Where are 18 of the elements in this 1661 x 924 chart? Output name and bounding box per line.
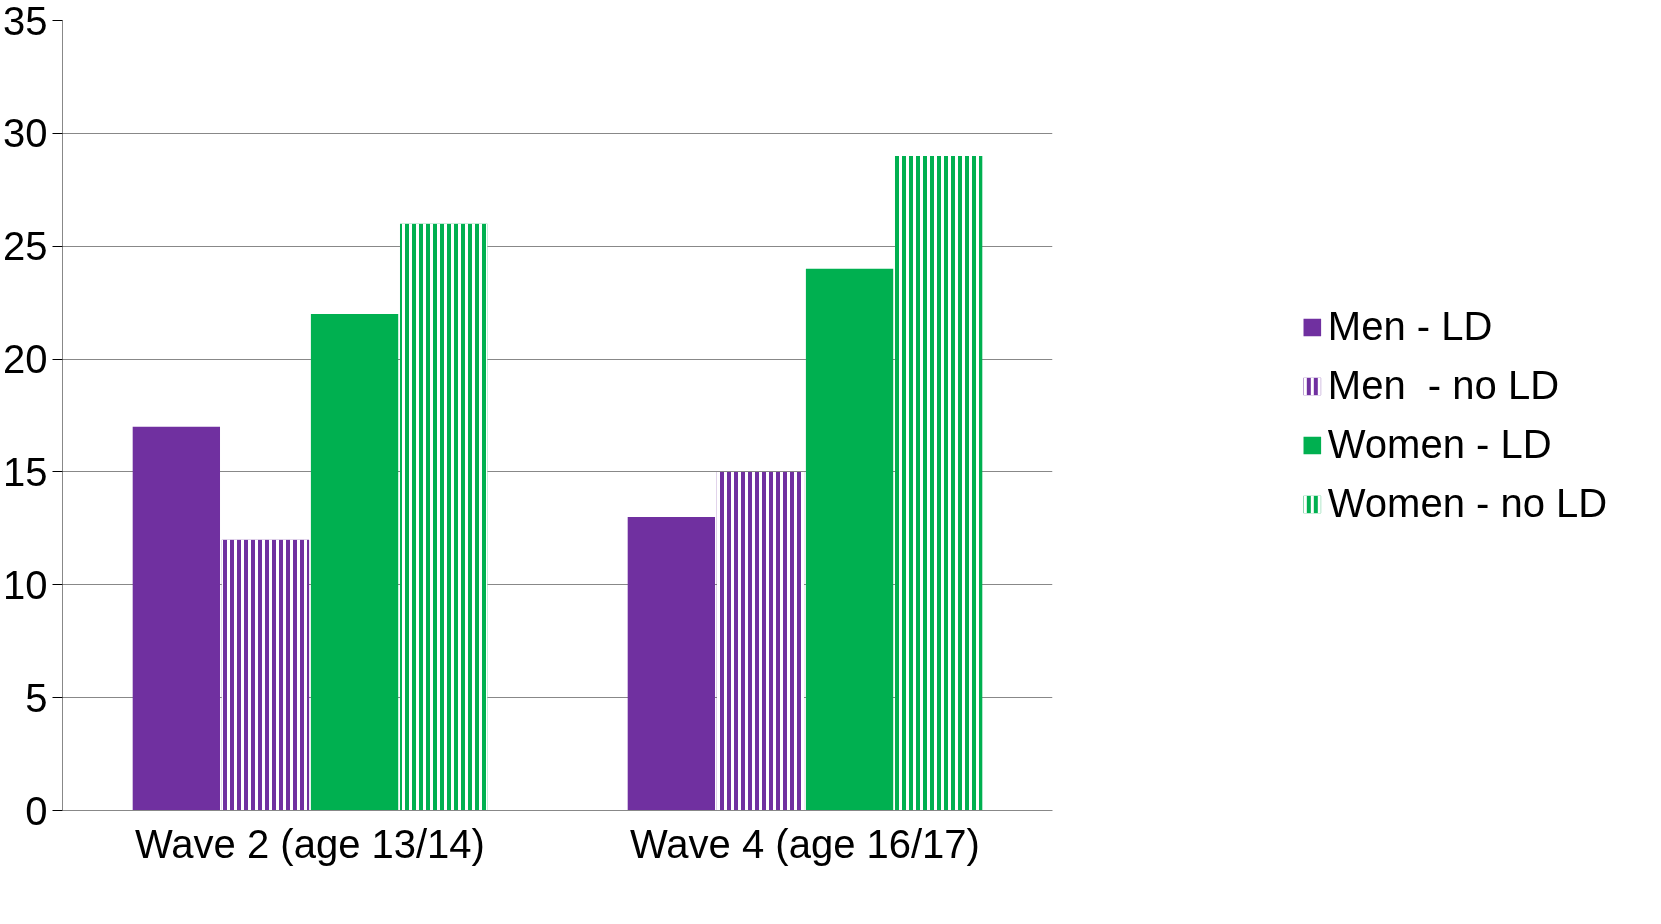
y-tick-label: 30 [3,111,48,156]
y-tick-label: 20 [3,337,48,382]
bar [805,268,894,811]
y-tick-label: 10 [3,562,48,607]
bar [310,313,399,811]
x-tick-label: Wave 2 (age 13/14) [135,821,485,866]
legend-label: Men - no LD [1327,363,1560,408]
y-tick-label: 15 [3,449,48,494]
y-tick-label: 0 [25,788,48,833]
legend-label: Women - LD [1327,422,1552,467]
y-tick-label: 35 [3,0,48,43]
legend-label: Women - no LD [1327,481,1608,526]
y-tick-label: 25 [3,224,48,269]
x-tick-label: Wave 4 (age 16/17) [630,821,980,866]
y-tick-label: 5 [25,675,48,720]
bar [132,426,221,811]
bar [627,517,716,811]
legend-label: Men - LD [1327,304,1493,349]
